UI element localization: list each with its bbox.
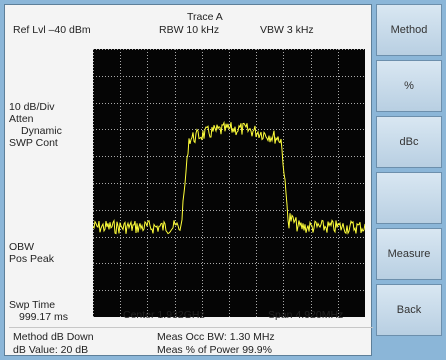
spectrum-svg [93, 49, 365, 317]
sweep-time-label: Swp Time [9, 299, 56, 311]
db-value-readout: dB Value: 20 dB [13, 344, 89, 356]
plot-grid [93, 49, 365, 317]
attenuation-label: Atten [9, 113, 34, 125]
trace-label: Trace A [187, 11, 223, 23]
occupied-bandwidth: Meas Occ BW: 1.30 MHz [157, 331, 275, 343]
spectrum-plot [93, 49, 365, 317]
percent-softkey[interactable]: % [376, 60, 442, 112]
blank-softkey[interactable] [376, 172, 442, 224]
power-percent: Meas % of Power 99.9% [157, 344, 272, 356]
detector-label: Pos Peak [9, 253, 54, 265]
method-softkey[interactable]: Method [376, 4, 442, 56]
reference-level: Ref Lvl –40 dBm [13, 24, 91, 36]
sweep-time-value: 999.17 ms [19, 311, 69, 323]
method-readout: Method dB Down [13, 331, 94, 343]
rbw-readout: RBW 10 kHz [159, 24, 220, 36]
measurement-label: OBW [9, 241, 35, 253]
scale-readout: 10 dB/Div [9, 101, 55, 113]
softkey-panel: Method % dBc Measure Back [376, 4, 442, 356]
center-frequency: Center 1.932GHz [123, 309, 205, 321]
attenuation-mode: Dynamic [21, 125, 62, 137]
span-readout: Span 4.920MHz [268, 309, 344, 321]
sweep-mode: SWP Cont [9, 137, 58, 149]
spectrum-trace [93, 120, 365, 235]
measure-softkey[interactable]: Measure [376, 228, 442, 280]
back-softkey[interactable]: Back [376, 284, 442, 336]
dbc-softkey[interactable]: dBc [376, 116, 442, 168]
results-divider [9, 327, 373, 328]
display-area: Trace A Ref Lvl –40 dBm RBW 10 kHz VBW 3… [4, 4, 373, 356]
vbw-readout: VBW 3 kHz [260, 24, 314, 36]
